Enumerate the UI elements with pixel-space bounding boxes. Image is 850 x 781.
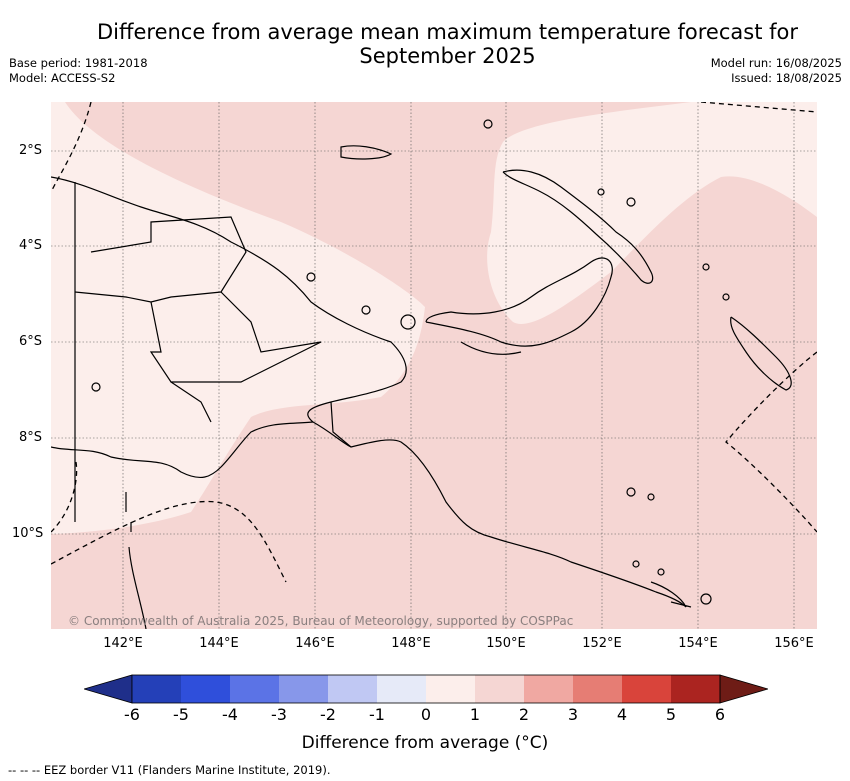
colorbar-tick-label: 3 — [567, 705, 579, 724]
colorbar-swatch — [230, 675, 279, 703]
colorbar-swatch — [426, 675, 475, 703]
colorbar-tick-label: 0 — [420, 705, 432, 724]
colorbar-swatch — [279, 675, 328, 703]
lat-tick-6s: 6°S — [19, 334, 43, 349]
graticule — [51, 102, 817, 629]
colorbar-swatch — [328, 675, 377, 703]
colorbar-swatch — [622, 675, 671, 703]
colorbar-tick-label: 6 — [714, 705, 726, 724]
issued-date: Issued: 18/08/2025 — [731, 71, 842, 85]
lon-tick-156e: 156°E — [774, 636, 814, 651]
eez-borders — [51, 102, 817, 583]
copyright-notice: © Commonwealth of Australia 2025, Bureau… — [68, 614, 574, 628]
title-line-1: Difference from average mean maximum tem… — [97, 20, 798, 44]
colorbar-swatches — [82, 674, 770, 704]
coastlines — [51, 119, 792, 629]
meta-left: Base period: 1981-2018 Model: ACCESS-S2 — [9, 56, 148, 86]
colorbar-tick-label: -1 — [369, 705, 385, 724]
colorbar-extend-low — [82, 674, 133, 704]
colorbar-swatch — [573, 675, 622, 703]
colorbar-tick-label: -5 — [173, 705, 189, 724]
colorbar-tick-label: 5 — [665, 705, 677, 724]
map-canvas — [51, 102, 817, 629]
lat-tick-4s: 4°S — [19, 238, 43, 253]
colorbar-tick-label: -2 — [320, 705, 336, 724]
colorbar-swatch — [132, 675, 181, 703]
colorbar-frame — [131, 674, 721, 704]
lon-tick-148e: 148°E — [391, 636, 431, 651]
lat-tick-10s: 10°S — [12, 526, 44, 541]
base-period: Base period: 1981-2018 — [9, 56, 148, 70]
lon-tick-154e: 154°E — [678, 636, 718, 651]
colorbar-tick-label: 1 — [469, 705, 481, 724]
anomaly-band-0-1-west — [51, 102, 425, 534]
colorbar-extend-high — [719, 674, 770, 704]
colorbar-title: Difference from average (°C) — [301, 733, 549, 753]
colorbar-tick-label: 2 — [518, 705, 530, 724]
anomaly-band-0-1-east — [487, 102, 817, 324]
lat-tick-8s: 8°S — [19, 430, 43, 445]
colorbar-tick-label: -6 — [124, 705, 140, 724]
lon-tick-142e: 142°E — [103, 636, 143, 651]
lon-tick-152e: 152°E — [582, 636, 622, 651]
model-name: Model: ACCESS-S2 — [9, 71, 116, 85]
lon-tick-146e: 146°E — [295, 636, 335, 651]
lon-tick-144e: 144°E — [199, 636, 239, 651]
colorbar-swatch — [671, 675, 720, 703]
colorbar — [82, 674, 770, 704]
forecast-map — [51, 102, 817, 629]
colorbar-swatch — [377, 675, 426, 703]
lon-tick-150e: 150°E — [486, 636, 526, 651]
colorbar-swatch — [475, 675, 524, 703]
model-run: Model run: 16/08/2025 — [710, 56, 842, 70]
colorbar-swatch — [524, 675, 573, 703]
title-line-2: September 2025 — [359, 44, 536, 68]
eez-legend: -- -- -- EEZ border V11 (Flanders Marine… — [8, 763, 331, 777]
colorbar-tick-label: 4 — [616, 705, 628, 724]
colorbar-tick-label: -4 — [222, 705, 238, 724]
map-title: Difference from average mean maximum tem… — [60, 20, 835, 68]
meta-right: Model run: 16/08/2025 Issued: 18/08/2025 — [711, 56, 842, 86]
colorbar-swatch — [181, 675, 230, 703]
lat-tick-2s: 2°S — [19, 143, 43, 158]
colorbar-tick-label: -3 — [271, 705, 287, 724]
